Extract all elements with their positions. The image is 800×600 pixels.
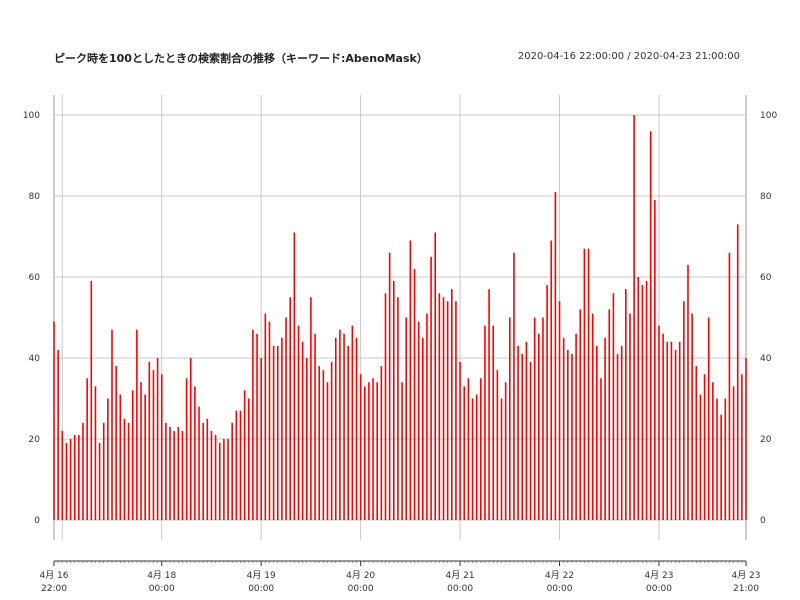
y-tick-label-right: 60 xyxy=(760,273,772,283)
x-tick-label-date: 4月 22 xyxy=(545,570,574,581)
x-tick-label-date: 4月 18 xyxy=(147,570,176,581)
x-tick-label-time: 00:00 xyxy=(547,584,573,594)
y-tick-label-left: 40 xyxy=(29,354,41,364)
y-tick-label-left: 60 xyxy=(29,273,41,283)
x-tick-label-date: 4月 16 xyxy=(39,570,68,581)
x-tick-label-date: 4月 20 xyxy=(346,570,375,581)
x-tick-label-time: 00:00 xyxy=(248,584,274,594)
y-tick-label-right: 20 xyxy=(760,435,772,445)
y-tick-label-right: 40 xyxy=(760,354,772,364)
x-tick-label-time: 00:00 xyxy=(149,584,175,594)
x-tick-label-time: 00:00 xyxy=(646,584,672,594)
y-tick-label-left: 0 xyxy=(34,516,40,526)
x-tick-label-date: 4月 19 xyxy=(247,570,276,581)
x-tick-label-time: 21:00 xyxy=(733,584,759,594)
x-tick-label-time: 00:00 xyxy=(348,584,374,594)
y-tick-label-left: 100 xyxy=(23,111,40,121)
date-range: 2020-04-16 22:00:00 / 2020-04-23 21:00:0… xyxy=(517,51,740,62)
y-tick-label-right: 80 xyxy=(760,192,772,202)
x-tick-label-time: 22:00 xyxy=(41,584,67,594)
chart-title: ピーク時を100としたときの検索割合の推移（キーワード:AbenoMask） xyxy=(54,52,428,65)
y-tick-label-left: 20 xyxy=(29,435,41,445)
x-tick-label-date: 4月 23 xyxy=(731,570,760,581)
y-tick-label-left: 80 xyxy=(29,192,41,202)
y-tick-label-right: 100 xyxy=(760,111,777,121)
y-tick-label-right: 0 xyxy=(760,516,766,526)
x-tick-label-date: 4月 23 xyxy=(644,570,673,581)
x-tick-label-time: 00:00 xyxy=(447,584,473,594)
x-tick-label-date: 4月 21 xyxy=(446,570,475,581)
